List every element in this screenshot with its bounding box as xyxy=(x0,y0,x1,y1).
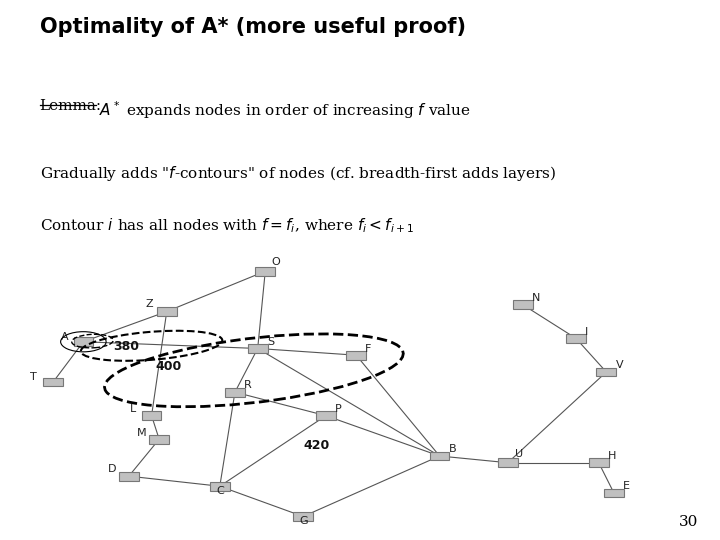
Text: B: B xyxy=(449,444,456,454)
FancyBboxPatch shape xyxy=(157,307,176,316)
Text: O: O xyxy=(271,257,280,267)
Text: V: V xyxy=(616,360,623,370)
Text: 380: 380 xyxy=(114,340,140,353)
FancyBboxPatch shape xyxy=(596,368,616,376)
Text: P: P xyxy=(335,404,342,414)
FancyBboxPatch shape xyxy=(142,411,161,420)
Text: 400: 400 xyxy=(156,361,181,374)
Text: T: T xyxy=(30,372,37,382)
FancyBboxPatch shape xyxy=(248,344,268,353)
Text: D: D xyxy=(107,464,116,475)
FancyBboxPatch shape xyxy=(73,338,93,346)
Text: Contour $i$ has all nodes with $f = f_i$, where $f_i < f_{i+1}$: Contour $i$ has all nodes with $f = f_i$… xyxy=(40,216,413,235)
Text: S: S xyxy=(267,337,274,347)
Text: N: N xyxy=(532,293,541,303)
FancyBboxPatch shape xyxy=(293,512,313,521)
Text: Optimality of A* (more useful proof): Optimality of A* (more useful proof) xyxy=(40,17,466,37)
Text: 30: 30 xyxy=(679,515,698,529)
Text: U: U xyxy=(516,449,523,460)
Text: F: F xyxy=(365,343,372,354)
Text: G: G xyxy=(300,516,308,526)
FancyBboxPatch shape xyxy=(119,472,139,481)
FancyBboxPatch shape xyxy=(498,458,518,467)
Text: A: A xyxy=(60,332,68,342)
FancyBboxPatch shape xyxy=(256,267,275,275)
FancyBboxPatch shape xyxy=(589,458,608,467)
FancyBboxPatch shape xyxy=(430,451,449,461)
Text: Z: Z xyxy=(145,299,153,309)
Text: R: R xyxy=(244,381,252,390)
Text: L: L xyxy=(130,404,137,414)
FancyBboxPatch shape xyxy=(346,351,366,360)
FancyBboxPatch shape xyxy=(149,435,169,443)
Text: C: C xyxy=(216,485,224,496)
Text: 420: 420 xyxy=(303,438,330,452)
Text: H: H xyxy=(608,451,616,461)
Text: Lemma:: Lemma: xyxy=(40,99,102,113)
FancyBboxPatch shape xyxy=(210,482,230,491)
FancyBboxPatch shape xyxy=(316,411,336,420)
Text: Gradually adds "$f$-contours" of nodes (cf. breadth-first adds layers): Gradually adds "$f$-contours" of nodes (… xyxy=(40,164,556,183)
FancyBboxPatch shape xyxy=(513,300,533,309)
Text: $A^*$ expands nodes in order of increasing $f$ value: $A^*$ expands nodes in order of increasi… xyxy=(99,99,470,121)
Text: E: E xyxy=(623,481,630,491)
FancyBboxPatch shape xyxy=(43,377,63,387)
Text: I: I xyxy=(585,327,588,337)
FancyBboxPatch shape xyxy=(604,489,624,497)
FancyBboxPatch shape xyxy=(566,334,586,343)
Text: M: M xyxy=(136,428,146,437)
FancyBboxPatch shape xyxy=(225,388,245,396)
